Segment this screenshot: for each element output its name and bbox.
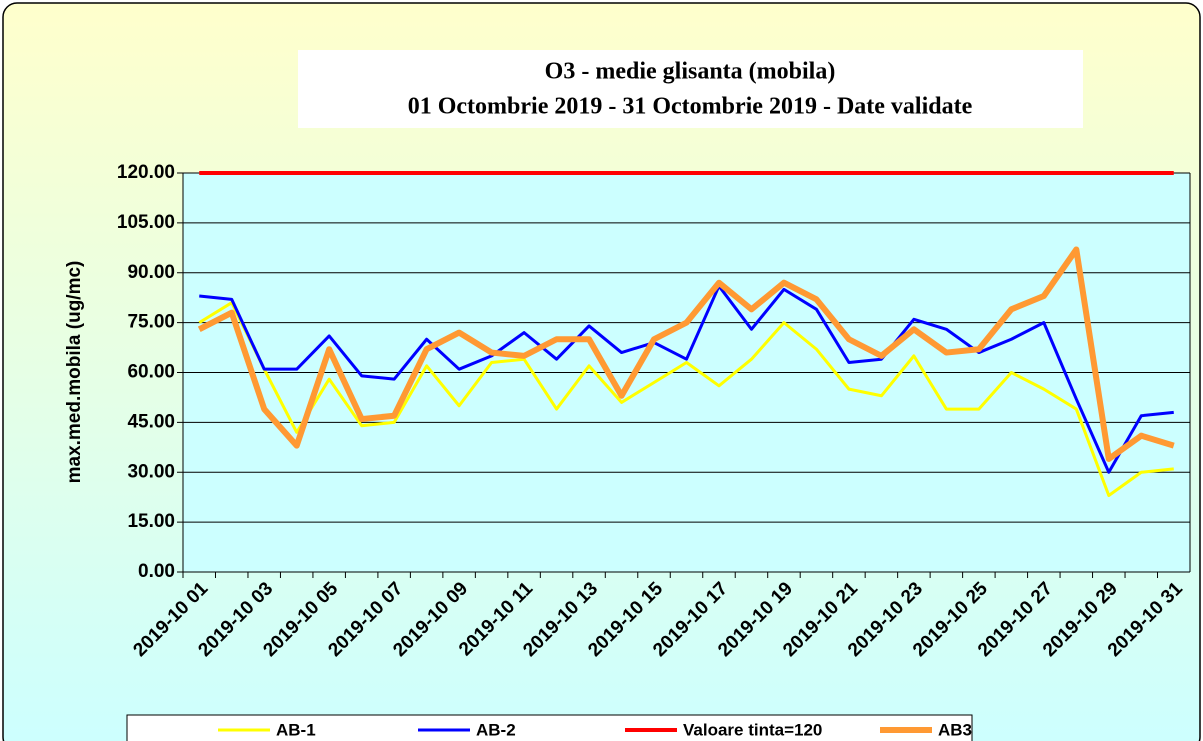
series-line <box>197 246 1175 462</box>
y-tick-label: 30.00 <box>127 461 175 482</box>
legend-label: Valoare tinta=120 <box>683 720 822 739</box>
chart-title: O3 - medie glisanta (mobila) <box>545 59 836 85</box>
y-tick-label: 75.00 <box>127 312 175 333</box>
legend-label: AB-1 <box>276 720 316 739</box>
y-axis-label: max.med.mobila (ug/mc) <box>64 261 85 484</box>
y-tick-label: 90.00 <box>127 262 175 283</box>
chart-subtitle: 01 Octombrie 2019 - 31 Octombrie 2019 - … <box>408 94 973 120</box>
series-line <box>199 284 1174 474</box>
legend-label: AB3 <box>938 720 972 739</box>
title-box <box>298 50 1083 128</box>
y-tick-label: 45.00 <box>127 411 175 432</box>
legend <box>126 714 973 741</box>
y-tick-label: 60.00 <box>127 362 175 383</box>
y-tick-label: 105.00 <box>117 212 175 233</box>
y-tick-label: 120.00 <box>117 162 175 183</box>
legend-label: AB-2 <box>476 720 516 739</box>
y-tick-label: 0.00 <box>138 561 175 582</box>
y-tick-label: 15.00 <box>127 511 175 532</box>
series-line <box>198 301 1174 498</box>
